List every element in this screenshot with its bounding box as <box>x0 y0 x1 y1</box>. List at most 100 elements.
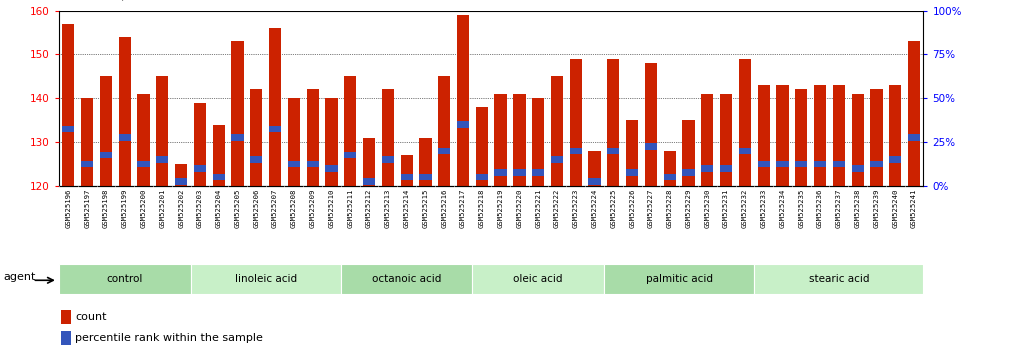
Text: GSM525205: GSM525205 <box>235 189 240 228</box>
Bar <box>551 156 563 163</box>
Bar <box>738 148 751 154</box>
Bar <box>457 121 469 128</box>
Text: GSM525234: GSM525234 <box>779 189 785 228</box>
Text: GSM525227: GSM525227 <box>648 189 654 228</box>
Bar <box>61 310 71 324</box>
Bar <box>401 155 413 186</box>
Bar <box>626 170 639 176</box>
Bar <box>419 138 431 186</box>
Bar <box>738 59 751 186</box>
Text: GSM525219: GSM525219 <box>497 189 503 228</box>
Text: GSM525238: GSM525238 <box>854 189 860 228</box>
Text: GSM525208: GSM525208 <box>291 189 297 228</box>
Bar <box>268 126 282 132</box>
Text: GSM525214: GSM525214 <box>404 189 410 228</box>
Bar <box>194 165 206 172</box>
Bar <box>401 174 413 181</box>
Bar <box>871 161 883 167</box>
Text: GSM525206: GSM525206 <box>253 189 259 228</box>
Bar <box>889 85 901 186</box>
Bar <box>589 178 601 185</box>
Text: GSM525197: GSM525197 <box>84 189 91 228</box>
Text: GSM525221: GSM525221 <box>535 189 541 228</box>
Bar <box>157 76 169 186</box>
Bar <box>119 135 131 141</box>
Text: GSM525222: GSM525222 <box>554 189 560 228</box>
Text: GSM525232: GSM525232 <box>742 189 747 228</box>
Bar <box>607 59 619 186</box>
Bar <box>473 264 604 294</box>
Bar <box>438 148 451 154</box>
Bar <box>288 161 300 167</box>
Bar <box>381 156 394 163</box>
Bar <box>570 59 582 186</box>
Bar <box>720 165 732 172</box>
Text: GSM525204: GSM525204 <box>216 189 222 228</box>
Text: GSM525202: GSM525202 <box>178 189 184 228</box>
Text: oleic acid: oleic acid <box>514 274 563 284</box>
Bar <box>250 156 262 163</box>
Bar <box>833 85 845 186</box>
Text: linoleic acid: linoleic acid <box>235 274 297 284</box>
Bar <box>457 15 469 186</box>
Bar <box>119 37 131 186</box>
Bar <box>494 94 506 186</box>
Bar <box>232 41 244 186</box>
Text: GSM525200: GSM525200 <box>140 189 146 228</box>
Text: GSM525209: GSM525209 <box>310 189 315 228</box>
Text: agent: agent <box>3 272 36 282</box>
Bar <box>419 174 431 181</box>
Text: GSM525218: GSM525218 <box>479 189 485 228</box>
Bar <box>532 98 544 186</box>
Text: GSM525233: GSM525233 <box>761 189 767 228</box>
Bar <box>889 156 901 163</box>
Bar <box>589 151 601 186</box>
Bar <box>514 170 526 176</box>
Bar <box>701 94 714 186</box>
Bar <box>755 264 923 294</box>
Text: GSM525224: GSM525224 <box>592 189 598 228</box>
Bar <box>682 170 695 176</box>
Bar <box>325 165 338 172</box>
Bar <box>795 90 807 186</box>
Bar <box>664 174 676 181</box>
Text: GSM525215: GSM525215 <box>422 189 428 228</box>
Bar <box>514 94 526 186</box>
Bar <box>344 152 356 159</box>
Bar <box>720 94 732 186</box>
Text: GSM525198: GSM525198 <box>103 189 109 228</box>
Text: GSM525235: GSM525235 <box>798 189 804 228</box>
Bar <box>833 161 845 167</box>
Text: stearic acid: stearic acid <box>809 274 870 284</box>
Bar <box>363 138 375 186</box>
Text: GSM525199: GSM525199 <box>122 189 128 228</box>
Bar <box>645 143 657 150</box>
Bar <box>701 165 714 172</box>
Bar <box>851 165 863 172</box>
Text: palmitic acid: palmitic acid <box>646 274 713 284</box>
Bar <box>532 170 544 176</box>
Text: GSM525211: GSM525211 <box>347 189 353 228</box>
Text: GSM525212: GSM525212 <box>366 189 372 228</box>
Bar <box>438 76 451 186</box>
Text: control: control <box>107 274 143 284</box>
Bar <box>61 331 71 345</box>
Bar <box>814 161 826 167</box>
Text: GSM525240: GSM525240 <box>892 189 898 228</box>
Bar <box>81 161 94 167</box>
Text: GDS3648 / 10732: GDS3648 / 10732 <box>59 0 170 2</box>
Text: GSM525207: GSM525207 <box>273 189 278 228</box>
Text: GSM525237: GSM525237 <box>836 189 842 228</box>
Text: GSM525241: GSM525241 <box>911 189 917 228</box>
Bar <box>213 174 225 181</box>
Text: GSM525226: GSM525226 <box>630 189 636 228</box>
Bar <box>137 94 149 186</box>
Bar <box>194 103 206 186</box>
Text: GSM525216: GSM525216 <box>441 189 447 228</box>
Bar <box>62 24 74 186</box>
Text: GSM525196: GSM525196 <box>65 189 71 228</box>
Bar <box>325 98 338 186</box>
Bar <box>494 170 506 176</box>
Bar <box>190 264 341 294</box>
Text: GSM525228: GSM525228 <box>667 189 672 228</box>
